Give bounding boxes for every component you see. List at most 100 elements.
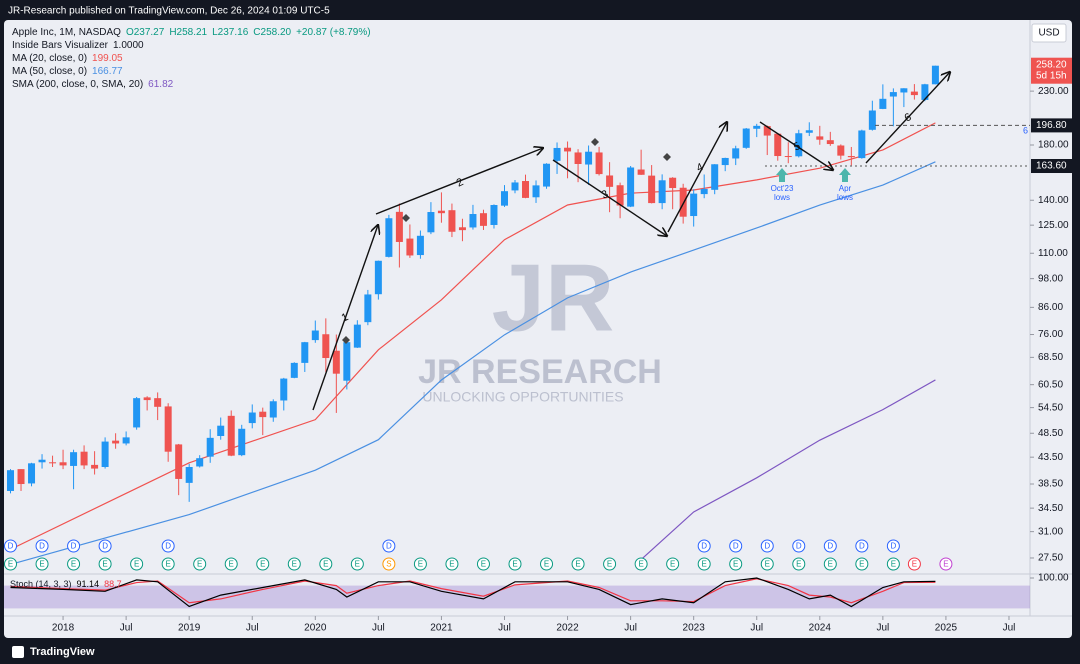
y-tick-label: 98.00 bbox=[1038, 273, 1063, 284]
candle-body bbox=[227, 415, 235, 456]
event-marker bbox=[855, 539, 869, 553]
legend-line: Inside Bars Visualizer 1.0000 bbox=[12, 40, 144, 51]
candle-body bbox=[59, 462, 67, 466]
candle-body bbox=[80, 451, 88, 466]
candle-body bbox=[889, 92, 897, 97]
event-label: E bbox=[943, 560, 948, 569]
stoch-band bbox=[4, 585, 1030, 609]
event-marker bbox=[886, 539, 900, 553]
candle-body bbox=[143, 397, 151, 401]
currency: USD bbox=[1038, 28, 1059, 39]
event-label: E bbox=[859, 560, 864, 569]
event-marker bbox=[540, 557, 554, 571]
candle-body bbox=[238, 428, 246, 456]
candle-body bbox=[269, 401, 277, 418]
event-label: E bbox=[828, 560, 833, 569]
candle-body bbox=[458, 227, 466, 231]
moving-average-line bbox=[640, 379, 936, 561]
candle-body bbox=[70, 452, 78, 466]
wave-arrow bbox=[375, 148, 543, 215]
candle-body bbox=[606, 175, 614, 187]
stoch-name: Stoch (14, 3, 3) bbox=[10, 579, 72, 589]
legend-line: SMA (200, close, 0, SMA, 20) 61.82 bbox=[12, 79, 174, 90]
legend-ohlc: H258.21 bbox=[169, 27, 207, 38]
y-tick-label: 140.00 bbox=[1038, 195, 1069, 206]
event-label: D bbox=[859, 542, 865, 551]
wave-label: 2 bbox=[455, 176, 466, 189]
candle-body bbox=[301, 342, 309, 363]
candle-body bbox=[343, 342, 351, 381]
event-label: E bbox=[8, 560, 13, 569]
low-label: lows bbox=[774, 193, 790, 202]
event-marker bbox=[319, 557, 333, 571]
event-label: E bbox=[765, 560, 770, 569]
ma-value: 166.77 bbox=[92, 66, 123, 77]
x-tick-label: Jul bbox=[624, 623, 637, 634]
candle-body bbox=[196, 458, 204, 467]
y-tick-label: 60.50 bbox=[1038, 379, 1063, 390]
low-arrow bbox=[776, 168, 788, 182]
level-box bbox=[1031, 118, 1072, 133]
candle-body bbox=[416, 235, 424, 256]
event-marker bbox=[823, 539, 837, 553]
event-marker bbox=[939, 557, 953, 571]
y-tick-label: 43.50 bbox=[1038, 452, 1063, 463]
event-marker bbox=[382, 539, 396, 553]
ma-value: 199.05 bbox=[92, 53, 123, 64]
event-marker bbox=[67, 539, 81, 553]
event-marker bbox=[907, 557, 921, 571]
candle-body bbox=[49, 462, 57, 464]
candle-body bbox=[805, 130, 813, 133]
event-label: E bbox=[575, 560, 580, 569]
event-marker bbox=[224, 557, 238, 571]
candle-body bbox=[248, 412, 256, 424]
brand-logo bbox=[12, 646, 24, 658]
event-label: E bbox=[544, 560, 549, 569]
candle-body bbox=[564, 147, 572, 152]
wave-label: 4 bbox=[695, 161, 706, 174]
candle-body bbox=[721, 157, 729, 166]
event-marker bbox=[35, 539, 49, 553]
wave-arrow bbox=[667, 122, 727, 233]
candle-body bbox=[522, 181, 530, 198]
candle-body bbox=[742, 128, 750, 148]
event-label: E bbox=[796, 560, 801, 569]
wave-label: 5 bbox=[792, 140, 803, 153]
event-marker bbox=[697, 539, 711, 553]
wave-arrow bbox=[552, 159, 667, 236]
indicator-value: 1.0000 bbox=[113, 40, 144, 51]
event-label: E bbox=[355, 560, 360, 569]
x-tick-label: 2018 bbox=[52, 623, 75, 634]
y-tick-label: 86.00 bbox=[1038, 302, 1063, 313]
y-tick-label: 38.50 bbox=[1038, 479, 1063, 490]
level-box bbox=[1031, 159, 1072, 174]
x-tick-label: 2021 bbox=[430, 623, 453, 634]
candle-body bbox=[574, 152, 582, 164]
y-tick-label: 180.00 bbox=[1038, 140, 1069, 151]
candle-body bbox=[910, 91, 918, 96]
candle-body bbox=[879, 98, 887, 109]
event-label: E bbox=[891, 560, 896, 569]
y-tick-label: 68.50 bbox=[1038, 352, 1063, 363]
event-marker bbox=[476, 557, 490, 571]
candle-body bbox=[133, 398, 141, 428]
legend-ohlc: L237.16 bbox=[212, 27, 249, 38]
event-marker bbox=[697, 557, 711, 571]
stoch-k-line bbox=[10, 577, 936, 608]
inside-bar-marker bbox=[663, 153, 671, 161]
countdown: 5d 15h bbox=[1036, 70, 1067, 81]
side-label: 6 bbox=[1023, 125, 1028, 135]
x-tick-label: Jul bbox=[1003, 623, 1016, 634]
candle-body bbox=[7, 470, 15, 491]
event-marker bbox=[760, 557, 774, 571]
candle-body bbox=[185, 466, 193, 483]
wave-arrow bbox=[759, 121, 833, 170]
candle-body bbox=[28, 463, 36, 484]
candle-body bbox=[826, 140, 834, 145]
level-label: 163.60 bbox=[1036, 161, 1067, 172]
candle-body bbox=[921, 84, 929, 100]
ma-name: SMA (200, close, 0, SMA, 20) bbox=[12, 79, 143, 90]
event-marker bbox=[729, 557, 743, 571]
event-marker bbox=[193, 557, 207, 571]
ma-name: MA (50, close, 0) bbox=[12, 66, 87, 77]
